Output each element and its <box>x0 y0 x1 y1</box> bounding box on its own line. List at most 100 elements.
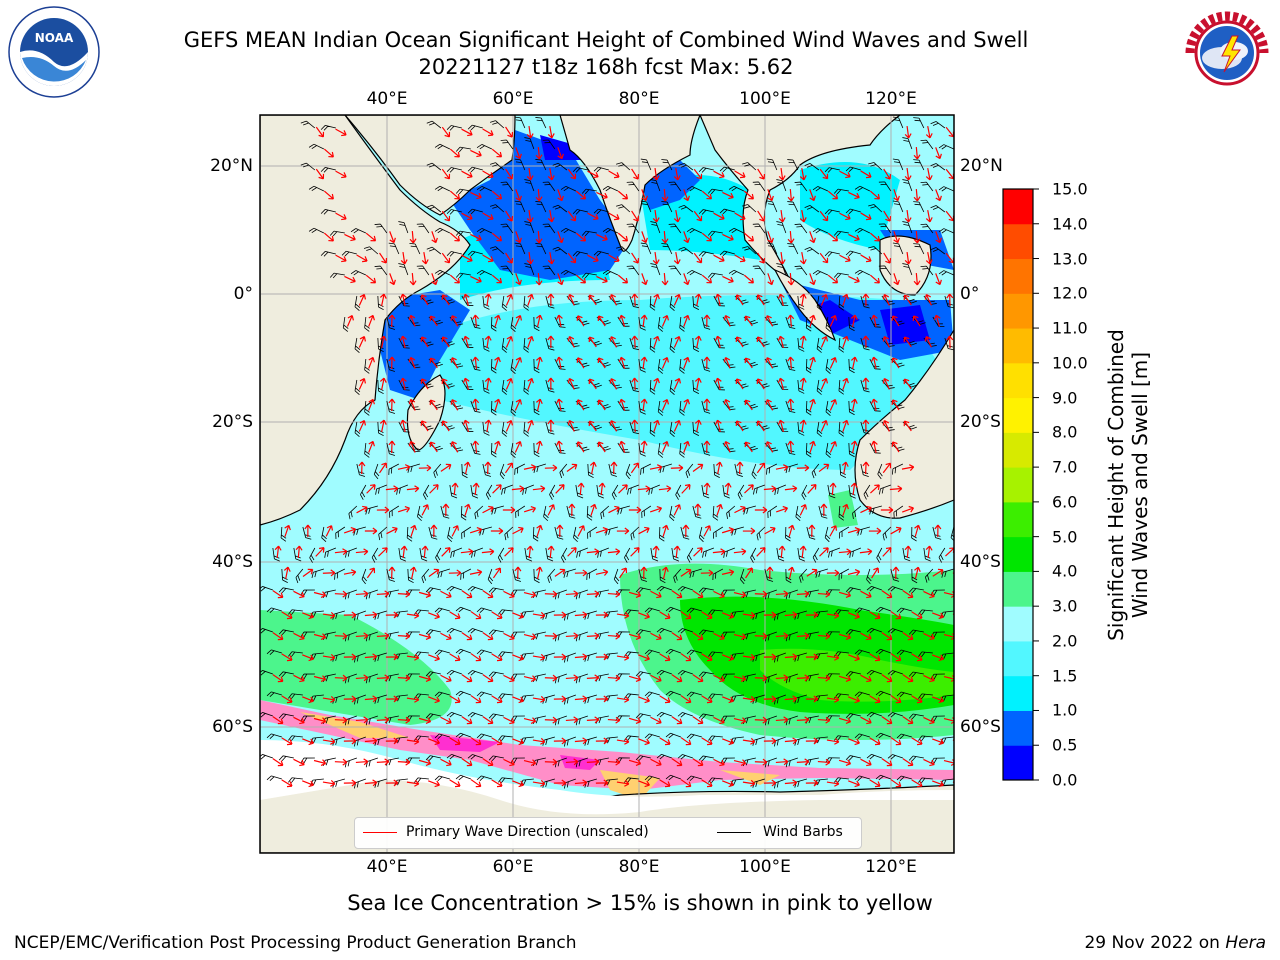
wave-direction-arrow <box>640 440 648 454</box>
wave-direction-arrow <box>532 695 546 703</box>
wave-direction-arrow <box>935 231 942 244</box>
wind-barb <box>751 463 757 480</box>
wave-direction-arrow <box>281 611 293 620</box>
wind-barb <box>476 649 492 656</box>
wave-direction-arrow <box>470 695 482 704</box>
wind-barb <box>389 505 400 518</box>
wave-direction-arrow <box>366 484 376 494</box>
wind-barb <box>801 484 808 500</box>
wave-direction-arrow <box>775 674 789 682</box>
colorbar-tick-label: 1.0 <box>1052 700 1078 720</box>
wind-barb <box>679 316 685 332</box>
wave-direction-arrow <box>869 190 880 200</box>
wave-direction-arrow <box>902 632 914 641</box>
wave-direction-arrow <box>379 293 387 306</box>
wave-direction-arrow <box>723 356 731 369</box>
wave-direction-arrow <box>713 212 725 221</box>
wave-band-3m-west <box>260 610 452 725</box>
wind-barb <box>728 227 745 234</box>
wave-direction-arrow <box>547 125 555 139</box>
wave-direction-arrow <box>661 314 669 327</box>
wind-barb <box>930 121 946 129</box>
wave-direction-arrow <box>397 632 411 640</box>
wind-barb <box>848 358 855 374</box>
wave-direction-arrow <box>420 336 429 348</box>
wave-direction-arrow <box>799 504 808 516</box>
wind-barb <box>482 337 490 352</box>
wave-direction-arrow <box>460 548 474 556</box>
wave-direction-arrow <box>670 464 684 472</box>
wave-direction-arrow <box>322 611 336 619</box>
wave-direction-arrow <box>673 378 682 390</box>
wave-direction-arrow <box>735 336 744 348</box>
wave-direction-arrow <box>693 252 703 264</box>
wave-direction-arrow <box>826 695 840 703</box>
wind-barb <box>624 777 639 784</box>
wave-direction-arrow <box>441 252 451 264</box>
wind-barb <box>913 117 925 129</box>
wave-direction-arrow <box>491 274 503 284</box>
wave-direction-arrow <box>609 378 618 390</box>
wave-direction-arrow <box>638 654 650 662</box>
wave-direction-arrow <box>574 695 588 703</box>
wave-direction-arrow <box>631 377 639 391</box>
wave-direction-arrow <box>763 485 777 493</box>
wave-direction-arrow <box>388 398 396 412</box>
wave-direction-arrow <box>913 188 921 202</box>
wave-direction-arrow <box>586 548 600 556</box>
wave-direction-arrow <box>925 125 933 139</box>
wave-direction-arrow <box>482 505 494 514</box>
wave-direction-arrow <box>723 314 731 327</box>
wind-barb <box>288 609 303 615</box>
wind-barb <box>656 669 672 676</box>
wave-direction-arrow <box>775 590 789 598</box>
wave-direction-arrow <box>389 273 396 286</box>
wave-direction-arrow <box>532 653 546 661</box>
wind-barb <box>805 358 812 374</box>
wave-direction-arrow <box>505 168 514 180</box>
wind-barb <box>797 379 805 394</box>
wind-barb <box>878 181 892 192</box>
lat-tick-left-20n: 20°N <box>210 156 253 176</box>
wind-barb <box>875 606 891 613</box>
wind-barb <box>852 505 862 519</box>
wave-direction-arrow <box>409 272 417 286</box>
wave-direction-arrow <box>334 674 348 682</box>
wind-barb <box>510 316 517 332</box>
wave-direction-arrow <box>469 526 483 534</box>
colorbar-tick-label: 2.0 <box>1052 631 1078 651</box>
wind-barb <box>425 755 441 761</box>
wave-direction-arrow <box>787 440 795 454</box>
graticule <box>260 115 954 853</box>
wind-barb <box>635 671 651 677</box>
wind-barb <box>345 547 357 558</box>
wind-barb <box>378 526 388 541</box>
wave-direction-arrow <box>313 717 327 724</box>
wave-direction-arrow <box>701 232 713 242</box>
wave-direction-arrow <box>494 398 501 411</box>
wind-barb <box>657 358 664 374</box>
wave-direction-arrow <box>701 190 713 200</box>
wave-direction-arrow <box>765 357 774 369</box>
wind-barb <box>805 316 812 332</box>
wind-barb <box>845 713 861 719</box>
wind-barb <box>288 735 303 741</box>
wave-direction-arrow <box>925 545 933 559</box>
wave-direction-arrow <box>586 590 600 598</box>
wind-barb <box>407 568 414 584</box>
wind-barb <box>752 223 766 234</box>
wave-direction-arrow <box>440 590 452 599</box>
wind-barb <box>278 713 294 719</box>
wind-barb <box>342 316 349 332</box>
wave-direction-arrow <box>555 356 563 370</box>
colorbar-segment <box>1003 640 1033 677</box>
wave-direction-arrow <box>631 210 640 222</box>
wave-direction-arrow <box>904 125 912 139</box>
wind-barb <box>467 628 483 634</box>
wave-direction-arrow <box>461 212 473 221</box>
wind-barb <box>659 568 666 584</box>
wind-barb <box>498 651 513 657</box>
wave-direction-arrow <box>505 335 513 348</box>
wind-barb <box>363 246 379 255</box>
wave-direction-arrow <box>860 716 872 725</box>
